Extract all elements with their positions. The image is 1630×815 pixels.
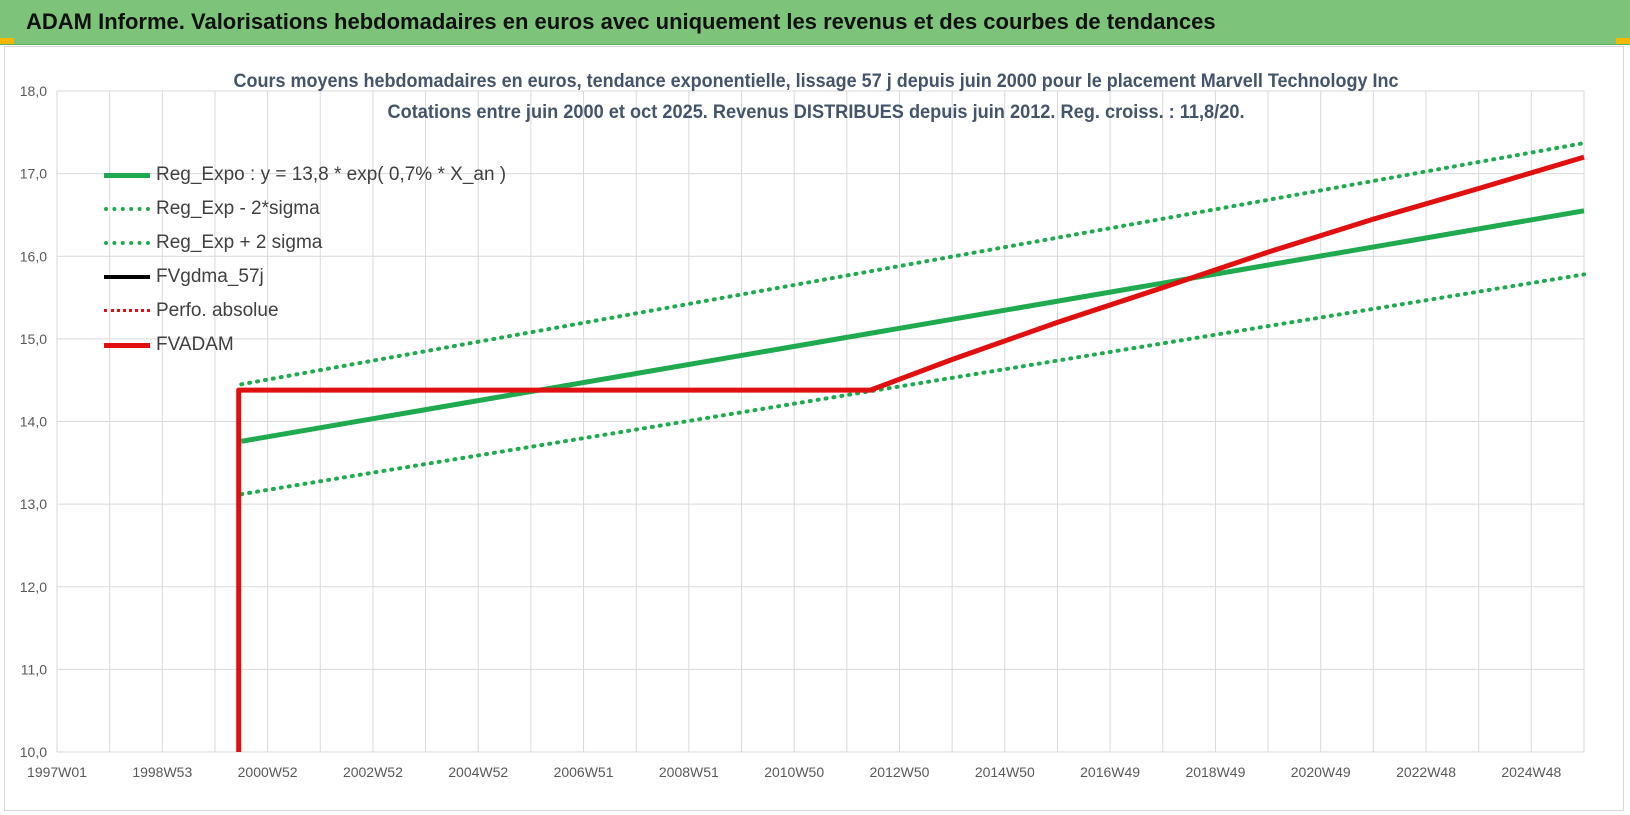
axis-layer: 10,0 11,0 12,0 13,0 14,0 15,0 16,0 17,0 18,0 1997… <box>20 83 1562 780</box>
x-tick-label: 2010W50 <box>764 764 824 780</box>
chart-legend: Reg_Expo : y = 13,8 * exp( 0,7% * X_an )… <box>104 158 506 362</box>
corner-marker-left <box>0 38 14 44</box>
x-tick-label: 2018W49 <box>1185 764 1245 780</box>
legend-item: Reg_Exp - 2*sigma <box>104 192 506 226</box>
y-tick-label: 16,0 <box>20 248 47 264</box>
chart-subtitle: Cotations entre juin 2000 et oct 2025. R… <box>388 102 1245 123</box>
legend-swatch <box>104 338 150 352</box>
x-tick-label: 1998W53 <box>132 764 192 780</box>
series-layer <box>236 141 1586 752</box>
chart-title: Cours moyens hebdomadaires en euros, ten… <box>234 71 1399 92</box>
legend-item: FVADAM <box>104 328 506 362</box>
x-tick-label: 2014W50 <box>975 764 1035 780</box>
x-tick-label: 2000W52 <box>238 764 298 780</box>
legend-label: Reg_Exp + 2 sigma <box>156 232 323 253</box>
header-banner: ADAM Informe. Valorisations hebdomadaire… <box>0 0 1630 45</box>
page-title: ADAM Informe. Valorisations hebdomadaire… <box>26 9 1216 34</box>
legend-label: FVADAM <box>156 334 234 355</box>
chart-frame <box>4 46 1624 811</box>
x-tick-label: 2016W49 <box>1080 764 1140 780</box>
series-line-0 <box>240 208 1585 444</box>
legend-swatch <box>104 202 150 216</box>
x-tick-label: 1997W01 <box>27 764 87 780</box>
x-tick-label: 2008W51 <box>659 764 719 780</box>
series-line-2 <box>239 141 1586 387</box>
legend-swatch <box>104 270 150 284</box>
legend-label: Reg_Exp - 2*sigma <box>156 198 320 219</box>
grid-layer <box>56 90 1585 753</box>
y-tick-label: 10,0 <box>20 744 47 760</box>
x-tick-label: 2012W50 <box>870 764 930 780</box>
legend-item: Perfo. absolue <box>104 294 506 328</box>
legend-swatch <box>104 168 150 182</box>
y-tick-label: 11,0 <box>21 661 47 677</box>
legend-label: FVgdma_57j <box>156 266 264 287</box>
x-tick-label: 2022W48 <box>1396 764 1456 780</box>
legend-label: Reg_Expo : y = 13,8 * exp( 0,7% * X_an ) <box>156 164 507 185</box>
series-line-1 <box>239 272 1586 497</box>
series-line-5 <box>236 154 1585 752</box>
y-tick-label: 13,0 <box>20 496 47 512</box>
legend-swatch <box>104 304 150 318</box>
legend-item: Reg_Exp + 2 sigma <box>104 226 506 260</box>
y-tick-label: 15,0 <box>20 331 47 347</box>
y-tick-label: 12,0 <box>20 579 47 595</box>
legend-item: Reg_Expo : y = 13,8 * exp( 0,7% * X_an ) <box>104 158 506 192</box>
x-tick-label: 2006W51 <box>554 764 614 780</box>
legend-label: Perfo. absolue <box>156 300 279 321</box>
legend-item: FVgdma_57j <box>104 260 506 294</box>
x-tick-label: 2024W48 <box>1501 764 1561 780</box>
x-tick-label: 2002W52 <box>343 764 403 780</box>
x-tick-label: 2020W49 <box>1291 764 1351 780</box>
legend-swatch <box>104 236 150 250</box>
corner-marker-right <box>1616 38 1630 44</box>
y-tick-label: 17,0 <box>20 166 47 182</box>
x-tick-label: 2004W52 <box>448 764 508 780</box>
y-tick-label: 18,0 <box>20 83 47 99</box>
y-tick-label: 14,0 <box>20 414 47 430</box>
